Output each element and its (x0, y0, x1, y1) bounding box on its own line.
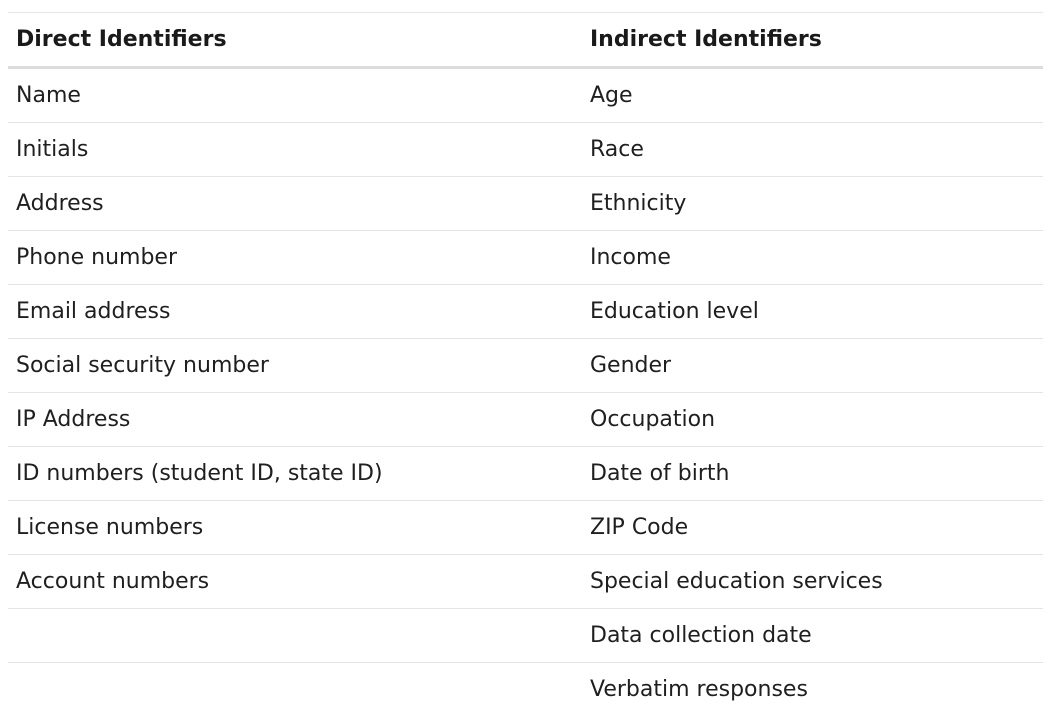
direct-identifier-cell: License numbers (8, 500, 582, 555)
indirect-identifier-cell: Data collection date (582, 608, 1043, 663)
direct-identifier-cell: Account numbers (8, 554, 582, 609)
column-header-direct-identifiers: Direct Identifiers (8, 13, 582, 69)
direct-identifier-cell: ID numbers (student ID, state ID) (8, 446, 582, 501)
table-row: Email address Education level (8, 284, 1043, 339)
table-row: Name Age (8, 67, 1043, 123)
indirect-identifier-cell: Verbatim responses (590, 677, 808, 702)
table-row: Data collection date (8, 608, 1043, 663)
direct-identifier-cell: Phone number (8, 230, 582, 285)
direct-identifier-cell: IP Address (8, 392, 582, 447)
table-row: IP Address Occupation (8, 392, 1043, 447)
direct-identifier-cell: Address (8, 176, 582, 231)
indirect-identifier-cell: Gender (582, 338, 1043, 393)
direct-identifier-cell: Social security number (8, 338, 582, 393)
identifiers-table-container: Direct Identifiers Indirect Identifiers … (8, 12, 1043, 716)
table-row: Phone number Income (8, 230, 1043, 285)
indirect-identifier-cell: Race (582, 122, 1043, 177)
direct-identifier-cell (8, 608, 582, 663)
direct-identifier-cell: Initials (8, 122, 582, 177)
table-row: Account numbers Special education servic… (8, 554, 1043, 609)
indirect-identifier-cell: Ethnicity (582, 176, 1043, 231)
indirect-identifier-cell: Occupation (582, 392, 1043, 447)
indirect-identifier-cell: Special education services (582, 554, 1043, 609)
column-header-indirect-identifiers: Indirect Identifiers (582, 13, 1043, 69)
indirect-identifier-cell: Education level (582, 284, 1043, 339)
table-row: Verbatim responses (8, 663, 1043, 717)
indirect-identifier-cell: Income (582, 230, 1043, 285)
indirect-identifier-cell: Date of birth (582, 446, 1043, 501)
direct-identifier-cell: Email address (8, 284, 582, 339)
indirect-identifier-cell: ZIP Code (582, 500, 1043, 555)
direct-identifier-cell: Name (8, 67, 582, 123)
table-row: Social security number Gender (8, 338, 1043, 393)
identifiers-table: Direct Identifiers Indirect Identifiers … (8, 13, 1043, 716)
table-header-row: Direct Identifiers Indirect Identifiers (8, 13, 1043, 69)
direct-identifier-cell (8, 663, 582, 717)
indirect-identifier-cell: Age (582, 67, 1043, 123)
table-row: License numbers ZIP Code (8, 500, 1043, 555)
table-row: Initials Race (8, 122, 1043, 177)
table-row: ID numbers (student ID, state ID) Date o… (8, 446, 1043, 501)
table-row: Address Ethnicity (8, 176, 1043, 231)
